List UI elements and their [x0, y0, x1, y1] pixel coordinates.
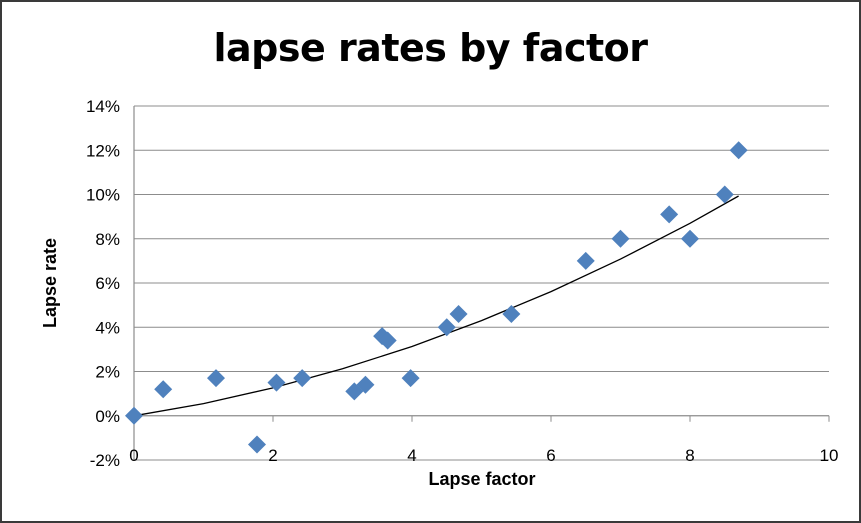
gridlines [134, 105, 829, 461]
data-point [611, 229, 630, 248]
data-point [660, 205, 679, 224]
data-point [729, 141, 748, 160]
data-point [378, 331, 397, 350]
data-point [449, 304, 468, 323]
tick-labels: -2% 0% 2% 4% 6% 8% 10% 12% 14% 0 2 4 6 8 10 [86, 97, 838, 470]
y-tick-label: 2% [95, 363, 120, 382]
y-tick-label: 8% [95, 230, 120, 249]
y-tick-label: 12% [86, 141, 120, 160]
data-points [125, 141, 748, 454]
x-tick-label: 0 [129, 446, 138, 465]
data-point [293, 369, 312, 388]
data-point [125, 406, 143, 425]
y-tick-label: -2% [90, 451, 120, 470]
y-tick-label: 0% [95, 407, 120, 426]
y-axis-title: Lapse rate [40, 238, 60, 328]
y-tick-label: 14% [86, 97, 120, 116]
x-tick-label: 4 [407, 446, 416, 465]
data-point [207, 369, 226, 388]
axes [133, 106, 830, 460]
data-point [437, 318, 456, 337]
x-tick-label: 6 [546, 446, 555, 465]
x-tick-label: 8 [685, 446, 694, 465]
data-point [154, 380, 173, 399]
chart-title: lapse rates by factor [213, 26, 648, 70]
data-point [715, 185, 734, 204]
data-point [267, 373, 286, 392]
x-tick-label: 2 [268, 446, 277, 465]
y-tick-label: 6% [95, 274, 120, 293]
data-point [502, 304, 521, 323]
data-point [576, 251, 595, 270]
y-tick-label: 4% [95, 318, 120, 337]
x-axis-title: Lapse factor [428, 469, 535, 489]
data-point [401, 369, 420, 388]
data-point [681, 229, 699, 248]
data-point [248, 435, 267, 454]
data-point [356, 375, 375, 394]
y-tick-label: 10% [86, 186, 120, 205]
x-tick-label: 10 [820, 446, 839, 465]
